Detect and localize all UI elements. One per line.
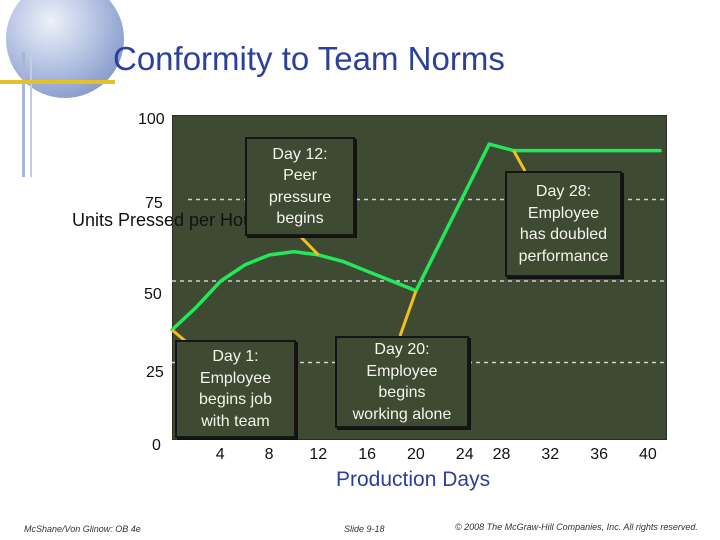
slide-title: Conformity to Team Norms xyxy=(113,40,505,77)
x-tick-label: 40 xyxy=(639,446,657,463)
footer-left: McShane/Von Glinow: OB 4e xyxy=(24,524,141,534)
y-axis-label: Units Pressed per Hour xyxy=(72,210,260,230)
x-tick-label: 8 xyxy=(264,446,274,463)
series-line xyxy=(170,142,662,332)
title-underline xyxy=(0,80,115,84)
footer-center: Slide 9-18 xyxy=(344,524,385,534)
annotation-day-28: Day 28: Employee has doubled performance xyxy=(505,171,622,277)
decorative-rule xyxy=(30,52,32,177)
y-tick-label: 25 xyxy=(146,364,164,381)
x-tick-label: 0 xyxy=(152,437,161,454)
x-tick-label: 12 xyxy=(309,446,328,463)
y-tick-label: 100 xyxy=(138,111,165,128)
callout-arrow-3 xyxy=(398,290,418,337)
decorative-rule xyxy=(22,52,25,177)
annotation-day-12: Day 12: Peer pressure begins xyxy=(245,137,355,236)
footer-right: © 2008 The McGraw-Hill Companies, Inc. A… xyxy=(455,522,698,532)
x-axis-label: Production Days xyxy=(336,468,491,491)
y-tick-label: 50 xyxy=(144,286,162,303)
x-tick-label: 36 xyxy=(590,446,608,463)
x-tick-label: 4 xyxy=(215,446,225,463)
callout-arrow-4 xyxy=(512,149,527,172)
x-tick-label: 24 xyxy=(455,446,474,463)
x-tick-label: 28 xyxy=(492,446,511,463)
x-tick-label: 20 xyxy=(407,446,425,463)
callout-arrow-2 xyxy=(298,234,320,256)
x-tick-label: 16 xyxy=(358,446,376,463)
annotation-day-20: Day 20: Employee begins working alone xyxy=(335,336,469,428)
x-tick-label: 32 xyxy=(541,446,560,463)
y-tick-label: 75 xyxy=(145,195,163,212)
annotation-day-1: Day 1: Employee begins job with team xyxy=(175,340,296,438)
